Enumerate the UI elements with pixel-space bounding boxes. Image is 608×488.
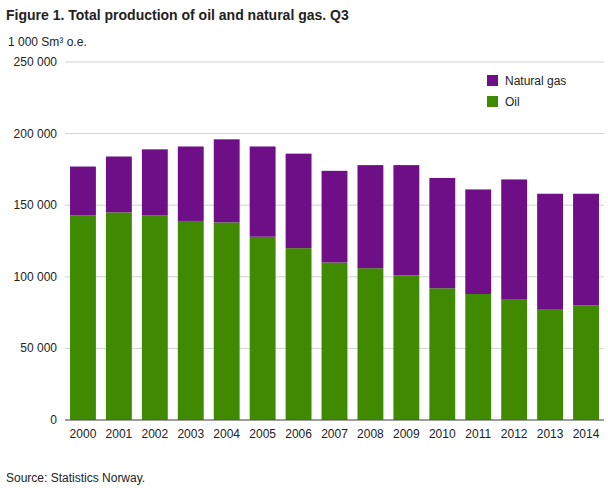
- x-tick-label: 2003: [177, 427, 204, 441]
- bar: [429, 288, 455, 420]
- grid-line: [65, 420, 604, 421]
- y-tick-label: 50 000: [20, 341, 57, 355]
- bar: [286, 154, 312, 249]
- x-tick-label: 2011: [465, 427, 491, 441]
- x-tick-label: 2009: [393, 427, 420, 441]
- bar: [70, 167, 96, 216]
- y-axis-label: 1 000 Sm³ o.e.: [8, 35, 87, 49]
- bar: [178, 146, 204, 220]
- x-tick-label: 2014: [573, 427, 600, 441]
- bar: [357, 268, 383, 420]
- legend: Natural gas Oil: [487, 74, 566, 109]
- bar: [286, 248, 312, 420]
- bar: [537, 310, 563, 420]
- bar: [322, 171, 348, 263]
- bar: [465, 189, 491, 294]
- source: Source: Statistics Norway.: [6, 471, 145, 485]
- x-tick-label: 2008: [357, 427, 384, 441]
- bar: [106, 212, 132, 420]
- legend-label: Oil: [505, 95, 520, 109]
- title: Figure 1. Total production of oil and na…: [6, 7, 349, 23]
- x-tick-label: 2010: [429, 427, 456, 441]
- y-tick-label: 0: [50, 413, 57, 427]
- bar: [70, 215, 96, 420]
- bar: [573, 305, 599, 420]
- bar: [429, 178, 455, 288]
- bar: [393, 165, 419, 275]
- bar: [178, 221, 204, 420]
- bar: [501, 179, 527, 299]
- x-tick-label: 2004: [213, 427, 240, 441]
- y-tick-label: 200 000: [14, 127, 58, 141]
- x-tick-label: 2001: [106, 427, 133, 441]
- bar: [250, 146, 276, 236]
- grid-line: [65, 133, 604, 134]
- y-tick-label: 150 000: [14, 198, 58, 212]
- y-tick-label: 250 000: [14, 55, 58, 69]
- bar: [501, 300, 527, 420]
- bar: [537, 194, 563, 310]
- bar: [250, 237, 276, 420]
- y-tick-label: 100 000: [14, 270, 58, 284]
- x-tick-label: 2002: [141, 427, 168, 441]
- x-axis: [65, 420, 604, 421]
- x-tick-label: 2012: [501, 427, 528, 441]
- x-tick-label: 2000: [70, 427, 97, 441]
- bar: [214, 222, 240, 420]
- x-tick-label: 2007: [321, 427, 348, 441]
- bar: [357, 165, 383, 268]
- x-tick-label: 2005: [249, 427, 276, 441]
- bar: [142, 149, 168, 215]
- bar: [214, 139, 240, 222]
- legend-swatch: [487, 75, 498, 86]
- legend-label: Natural gas: [505, 74, 566, 88]
- bar: [573, 194, 599, 306]
- bar: [106, 157, 132, 213]
- x-tick-label: 2006: [285, 427, 312, 441]
- x-tick-label: 2013: [537, 427, 564, 441]
- bars: [70, 139, 599, 420]
- bar: [465, 294, 491, 420]
- grid-line: [65, 62, 604, 63]
- bar: [322, 262, 348, 420]
- legend-swatch: [487, 96, 498, 107]
- bar: [393, 275, 419, 420]
- chart: Figure 1. Total production of oil and na…: [0, 0, 608, 488]
- bar: [142, 215, 168, 420]
